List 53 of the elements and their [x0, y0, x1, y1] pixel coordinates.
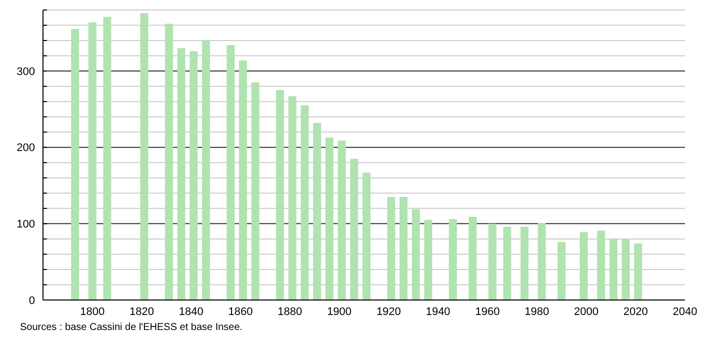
bar [558, 242, 566, 300]
x-tick-label: 1880 [278, 306, 302, 318]
bar [520, 226, 528, 300]
x-tick-label: 1820 [130, 306, 154, 318]
bar [424, 220, 432, 300]
bar [400, 196, 408, 300]
y-tick-label: 200 [16, 142, 35, 154]
bar [580, 232, 588, 300]
bar [288, 96, 296, 300]
y-tick-label: 100 [16, 218, 35, 231]
x-tick-label: 2020 [623, 306, 648, 318]
x-tick-label: 1900 [327, 306, 352, 318]
x-tick-label: 1800 [80, 306, 105, 318]
x-tick-label: 1840 [178, 306, 204, 318]
bar [622, 238, 630, 300]
bar [300, 105, 309, 300]
bar [503, 226, 512, 300]
bar [362, 172, 370, 300]
bar [276, 90, 284, 300]
bar [71, 29, 80, 300]
bar [164, 24, 173, 300]
x-tick-label: 1920 [376, 306, 401, 318]
bar [140, 13, 148, 300]
bar [103, 16, 112, 300]
bar [448, 219, 457, 300]
bar [609, 238, 618, 300]
bar [325, 137, 334, 300]
x-tick-label: 1940 [426, 306, 450, 318]
x-tick-label: 1960 [475, 306, 500, 318]
bar [597, 230, 606, 300]
bar [226, 45, 235, 300]
bar [177, 48, 186, 300]
bar [387, 196, 396, 300]
x-tick-label: 1980 [524, 306, 550, 318]
bar [251, 82, 260, 300]
y-tick-label: 0 [28, 294, 35, 307]
bar [313, 122, 322, 300]
bar [338, 140, 346, 300]
y-tick-label: 300 [16, 66, 35, 78]
bar [88, 22, 96, 300]
x-tick-label: 1860 [228, 306, 253, 318]
bar [634, 244, 642, 300]
bar [468, 216, 477, 300]
bar [202, 40, 210, 300]
bar [488, 224, 496, 300]
bar [412, 209, 420, 300]
x-tick-label: 2000 [574, 306, 598, 318]
bar [190, 51, 198, 300]
source-note: Sources : base Cassini de l'EHESS et base Insee. [20, 322, 243, 333]
bar [538, 222, 546, 300]
x-tick-label: 2040 [672, 306, 698, 318]
bar [350, 158, 358, 300]
bar [239, 60, 248, 300]
